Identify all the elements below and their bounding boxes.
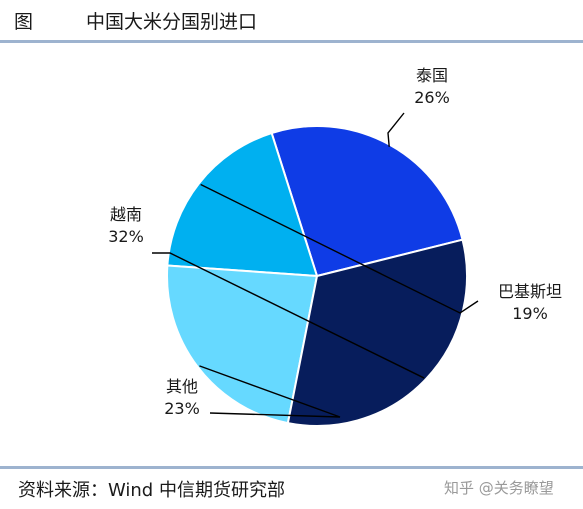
figure-title: 中国大米分国别进口 bbox=[86, 11, 258, 33]
leader-line-4 bbox=[152, 252, 425, 379]
source-note: 资料来源：Wind 中信期货研究部 bbox=[18, 480, 285, 501]
pie-slice-1 bbox=[270, 125, 464, 278]
header-rule bbox=[0, 40, 583, 43]
slice-value-3: 23% bbox=[164, 399, 200, 418]
pie-slice-4 bbox=[286, 238, 468, 427]
pie-slice-3 bbox=[166, 264, 319, 425]
slice-label-1: 泰国 bbox=[416, 66, 448, 85]
figure-label: 图 bbox=[14, 11, 34, 33]
leader-line-2 bbox=[200, 183, 479, 314]
leader-line-3 bbox=[199, 365, 341, 418]
watermark-text: 知乎 @关务瞭望 bbox=[444, 479, 554, 497]
slice-label-3: 其他 bbox=[166, 377, 198, 396]
slice-value-4: 32% bbox=[108, 227, 144, 246]
leader-line-1 bbox=[387, 112, 405, 147]
slice-value-2: 19% bbox=[512, 304, 548, 323]
pie-chart: 泰国 26% 巴基斯坦 19% 其他 23% 越南 32% bbox=[108, 66, 562, 427]
pie-slices bbox=[166, 125, 468, 427]
slice-label-2: 巴基斯坦 bbox=[498, 282, 562, 301]
slice-label-4: 越南 bbox=[110, 205, 142, 224]
label-leaders bbox=[152, 112, 479, 418]
footer-rule bbox=[0, 466, 583, 469]
slice-value-1: 26% bbox=[414, 88, 450, 107]
figure-header: 图 中国大米分国别进口 bbox=[0, 0, 583, 40]
slice-labels: 泰国 26% 巴基斯坦 19% 其他 23% 越南 32% bbox=[108, 66, 562, 418]
